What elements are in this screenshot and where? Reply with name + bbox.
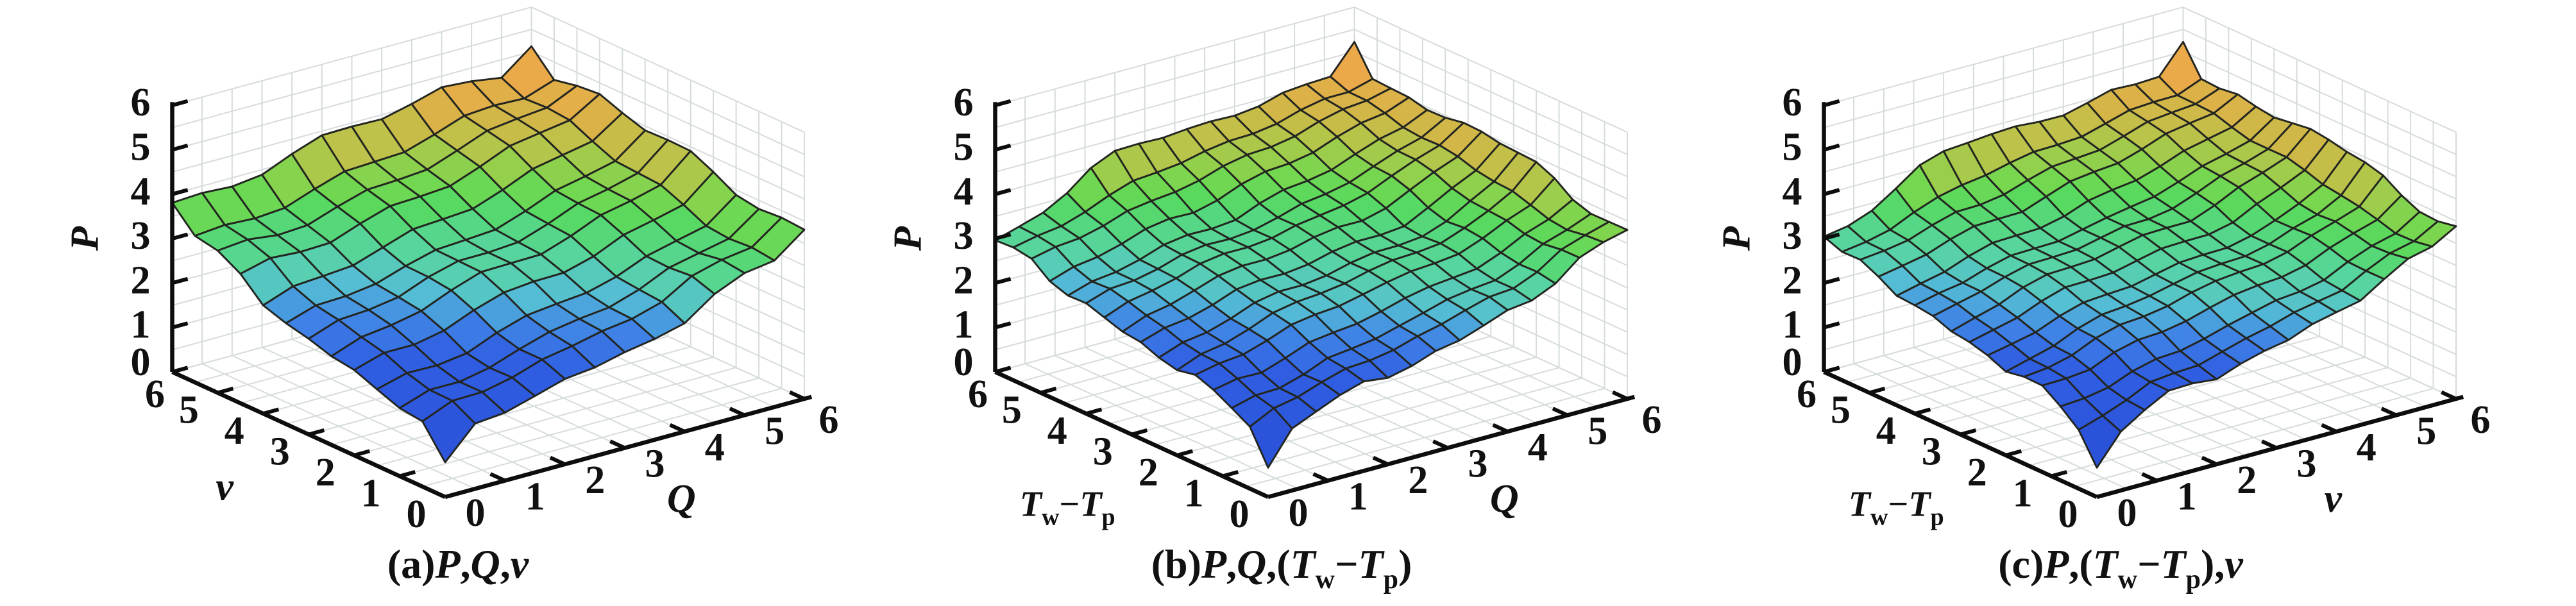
- svg-text:0: 0: [2058, 492, 2078, 536]
- svg-text:1: 1: [1184, 472, 1204, 516]
- svg-text:1: 1: [954, 303, 974, 347]
- svg-text:P: P: [886, 226, 930, 251]
- svg-text:v: v: [216, 466, 234, 509]
- svg-text:2: 2: [316, 451, 335, 494]
- svg-text:4: 4: [2357, 426, 2377, 469]
- svg-text:5: 5: [1783, 126, 1802, 169]
- svg-text:Q: Q: [667, 477, 696, 521]
- svg-text:2: 2: [1783, 258, 1802, 302]
- svg-text:6: 6: [819, 398, 839, 442]
- svg-text:3: 3: [131, 214, 151, 258]
- svg-text:4: 4: [1783, 170, 1802, 214]
- svg-text:1: 1: [1783, 303, 1802, 347]
- svg-text:0: 0: [954, 341, 974, 384]
- svg-text:5: 5: [2416, 410, 2436, 453]
- svg-text:2: 2: [585, 459, 605, 502]
- svg-text:Tw​−Tp​: Tw​−Tp​: [1849, 485, 1944, 531]
- svg-text:6: 6: [1797, 373, 1817, 416]
- svg-text:6: 6: [1642, 398, 1662, 442]
- svg-text:Q: Q: [1490, 477, 1519, 521]
- svg-text:0: 0: [466, 491, 486, 535]
- svg-text:3: 3: [2297, 442, 2317, 486]
- svg-text:Tw​−Tp​: Tw​−Tp​: [1020, 485, 1115, 531]
- svg-text:2: 2: [1967, 451, 1987, 494]
- svg-text:3: 3: [1783, 214, 1802, 258]
- svg-text:0: 0: [407, 492, 427, 536]
- svg-text:1: 1: [361, 472, 381, 516]
- svg-text:5: 5: [954, 126, 974, 169]
- svg-text:3: 3: [954, 214, 974, 258]
- svg-text:0: 0: [1783, 341, 1802, 384]
- svg-text:2: 2: [2237, 459, 2257, 502]
- svg-text:4: 4: [1047, 409, 1067, 453]
- svg-text:2: 2: [954, 258, 974, 302]
- svg-text:3: 3: [270, 430, 290, 474]
- svg-text:4: 4: [1876, 409, 1896, 453]
- svg-text:4: 4: [954, 170, 974, 214]
- svg-text:5: 5: [131, 126, 151, 169]
- svg-text:2: 2: [1408, 459, 1428, 502]
- svg-text:0: 0: [1289, 491, 1309, 535]
- svg-text:3: 3: [1093, 430, 1113, 474]
- svg-text:0: 0: [2117, 491, 2137, 535]
- svg-text:1: 1: [131, 303, 151, 347]
- svg-text:2: 2: [131, 258, 151, 302]
- svg-text:3: 3: [1922, 430, 1942, 474]
- svg-text:P: P: [64, 226, 107, 251]
- svg-text:5: 5: [765, 410, 784, 453]
- svg-text:4: 4: [131, 170, 151, 214]
- svg-text:6: 6: [2471, 398, 2491, 442]
- svg-text:3: 3: [645, 442, 665, 486]
- svg-text:5: 5: [1831, 389, 1851, 432]
- svg-text:1: 1: [1348, 475, 1368, 519]
- svg-text:2: 2: [1139, 451, 1158, 494]
- svg-text:6: 6: [1783, 81, 1802, 124]
- svg-text:5: 5: [1002, 389, 1022, 432]
- svg-text:4: 4: [225, 409, 244, 453]
- svg-text:4: 4: [1528, 426, 1548, 469]
- svg-text:(a)P,Q,v: (a)P,Q,v: [387, 541, 529, 587]
- svg-text:1: 1: [2177, 475, 2197, 519]
- svg-text:1: 1: [2013, 472, 2033, 516]
- svg-text:P: P: [1715, 226, 1759, 251]
- svg-text:(b)P,Q,(Tw​−Tp​): (b)P,Q,(Tw​−Tp​): [1151, 541, 1412, 594]
- svg-text:1: 1: [525, 475, 545, 519]
- svg-text:5: 5: [1588, 410, 1607, 453]
- svg-text:4: 4: [705, 426, 725, 469]
- svg-text:v: v: [2325, 477, 2343, 521]
- svg-text:5: 5: [179, 389, 199, 432]
- svg-text:3: 3: [1468, 442, 1488, 486]
- svg-text:0: 0: [1230, 492, 1250, 536]
- svg-text:6: 6: [954, 81, 974, 124]
- svg-text:6: 6: [131, 81, 151, 124]
- svg-text:6: 6: [145, 373, 165, 416]
- svg-text:0: 0: [131, 341, 151, 384]
- svg-text:6: 6: [968, 373, 988, 416]
